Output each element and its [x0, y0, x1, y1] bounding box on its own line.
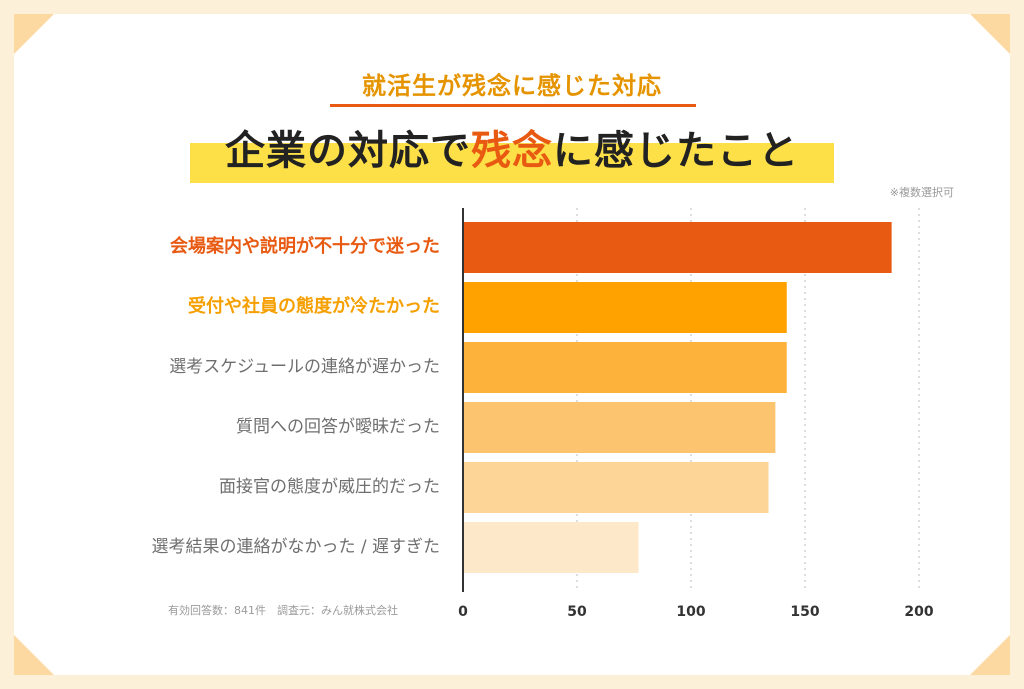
corner-decoration: [970, 635, 1010, 675]
title-text-before: 企業の対応で: [225, 128, 471, 174]
bar: [463, 222, 892, 273]
subtitle-underline: [330, 104, 696, 107]
title-accent-text: 残念: [471, 128, 553, 174]
x-tick-label: 200: [904, 604, 933, 620]
chart-title: 企業の対応で残念に感じたこと: [0, 118, 1024, 176]
bar: [463, 462, 769, 513]
bar: [463, 522, 639, 573]
corner-decoration: [14, 14, 54, 54]
multiple-choice-note: ※複数選択可: [889, 186, 954, 199]
bar: [463, 402, 776, 453]
bar: [463, 342, 787, 393]
category-label: 質問への回答が曖昧だった: [236, 417, 440, 437]
chart-subtitle: 就活生が残念に感じた対応: [362, 72, 662, 100]
corner-decoration: [14, 635, 54, 675]
x-tick-label: 100: [676, 604, 705, 620]
x-tick-label: 150: [790, 604, 819, 620]
category-label: 受付や社員の態度が冷たかった: [188, 296, 440, 317]
category-label: 選考スケジュールの連絡が遅かった: [169, 357, 440, 377]
survey-footnote: 有効回答数：841件 調査元：みん就株式会社: [168, 604, 398, 617]
bar: [463, 282, 787, 333]
corner-decoration: [970, 14, 1010, 54]
category-label: 面接官の態度が威圧的だった: [219, 477, 440, 497]
x-tick-label: 0: [458, 604, 468, 620]
category-label: 会場案内や説明が不十分で迷った: [170, 236, 440, 257]
title-highlight-band: [190, 143, 834, 183]
x-tick-label: 50: [567, 604, 587, 620]
category-label: 選考結果の連絡がなかった / 遅すぎた: [151, 537, 440, 557]
title-text-after: に感じたこと: [553, 128, 799, 174]
